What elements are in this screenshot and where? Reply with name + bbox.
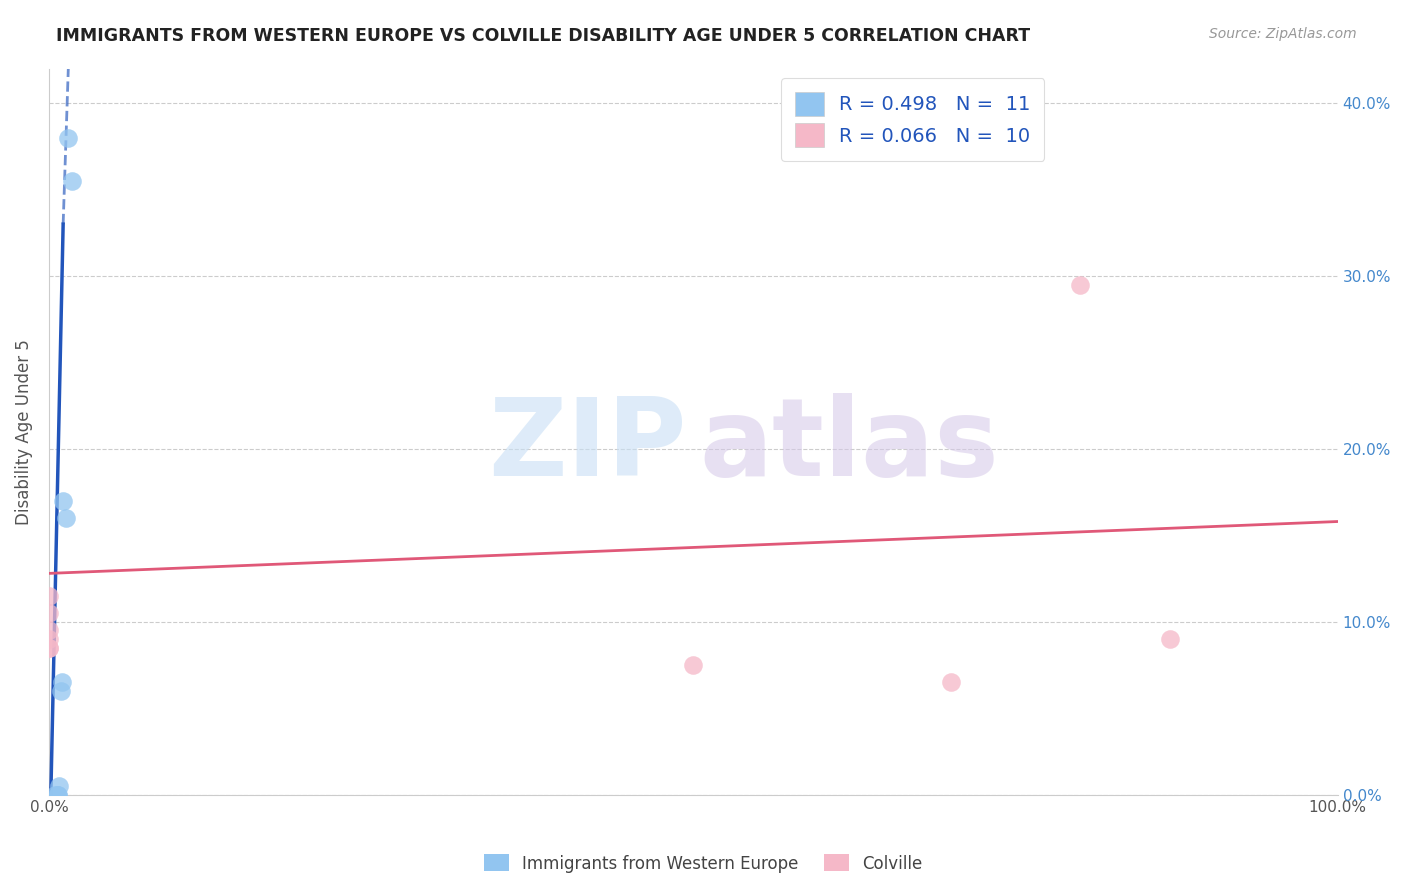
- Point: [38, 640, 60, 655]
- Point: [51, 675, 73, 690]
- Point: [49, 684, 72, 698]
- Point: [46, 788, 69, 802]
- Point: [58, 130, 80, 145]
- Point: [1159, 632, 1181, 646]
- Text: atlas: atlas: [700, 393, 1000, 500]
- Legend: Immigrants from Western Europe, Colville: Immigrants from Western Europe, Colville: [477, 847, 929, 880]
- Point: [38, 589, 60, 603]
- Point: [38, 624, 60, 638]
- Point: [45, 788, 67, 802]
- Text: Source: ZipAtlas.com: Source: ZipAtlas.com: [1209, 27, 1357, 41]
- Point: [939, 675, 962, 690]
- Point: [60, 174, 83, 188]
- Legend: R = 0.498   N =  11, R = 0.066   N =  10: R = 0.498 N = 11, R = 0.066 N = 10: [782, 78, 1045, 161]
- Text: IMMIGRANTS FROM WESTERN EUROPE VS COLVILLE DISABILITY AGE UNDER 5 CORRELATION CH: IMMIGRANTS FROM WESTERN EUROPE VS COLVIL…: [56, 27, 1031, 45]
- Text: ZIP: ZIP: [488, 393, 688, 500]
- Point: [38, 606, 60, 620]
- Point: [44, 788, 66, 802]
- Point: [38, 632, 60, 646]
- Point: [55, 511, 77, 525]
- Point: [52, 493, 75, 508]
- Point: [38, 640, 60, 655]
- Point: [48, 779, 70, 793]
- Y-axis label: Disability Age Under 5: Disability Age Under 5: [15, 339, 32, 524]
- Point: [1069, 277, 1091, 292]
- Point: [682, 658, 704, 673]
- Point: [46, 788, 69, 802]
